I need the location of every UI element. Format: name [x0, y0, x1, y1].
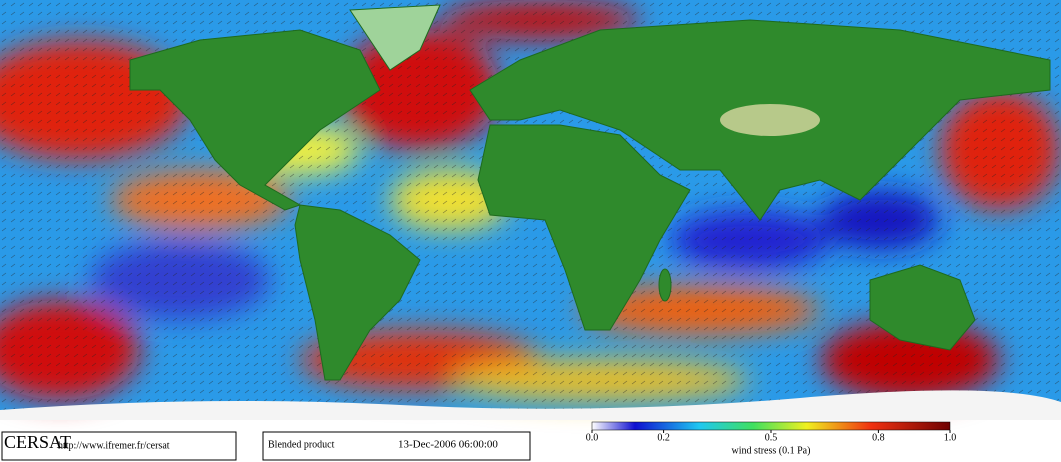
colorbar-tick-label: 0.5 [765, 432, 778, 443]
timestamp: 13-Dec-2006 06:00:00 [398, 439, 498, 451]
colorbar [591, 421, 951, 431]
credit-box [1, 431, 237, 461]
footer: CERSAT http://www.ifremer.fr/cersat Blen… [1, 421, 951, 461]
logo: CERSAT [4, 432, 71, 452]
colorbar-tick-label: 0.2 [657, 432, 670, 443]
product-box [262, 431, 531, 461]
land [129, 4, 1051, 381]
colorbar-label: wind stress (0.1 Pa) [732, 445, 811, 456]
antarctica [0, 390, 1061, 420]
colorbar-tick-label: 1.0 [944, 432, 957, 443]
colorbar-tick-label: 0.8 [872, 432, 885, 443]
product: Blended product [268, 439, 335, 450]
colorbar-tick-label: 0.0 [586, 432, 599, 443]
url: http://www.ifremer.fr/cersat [58, 440, 170, 451]
